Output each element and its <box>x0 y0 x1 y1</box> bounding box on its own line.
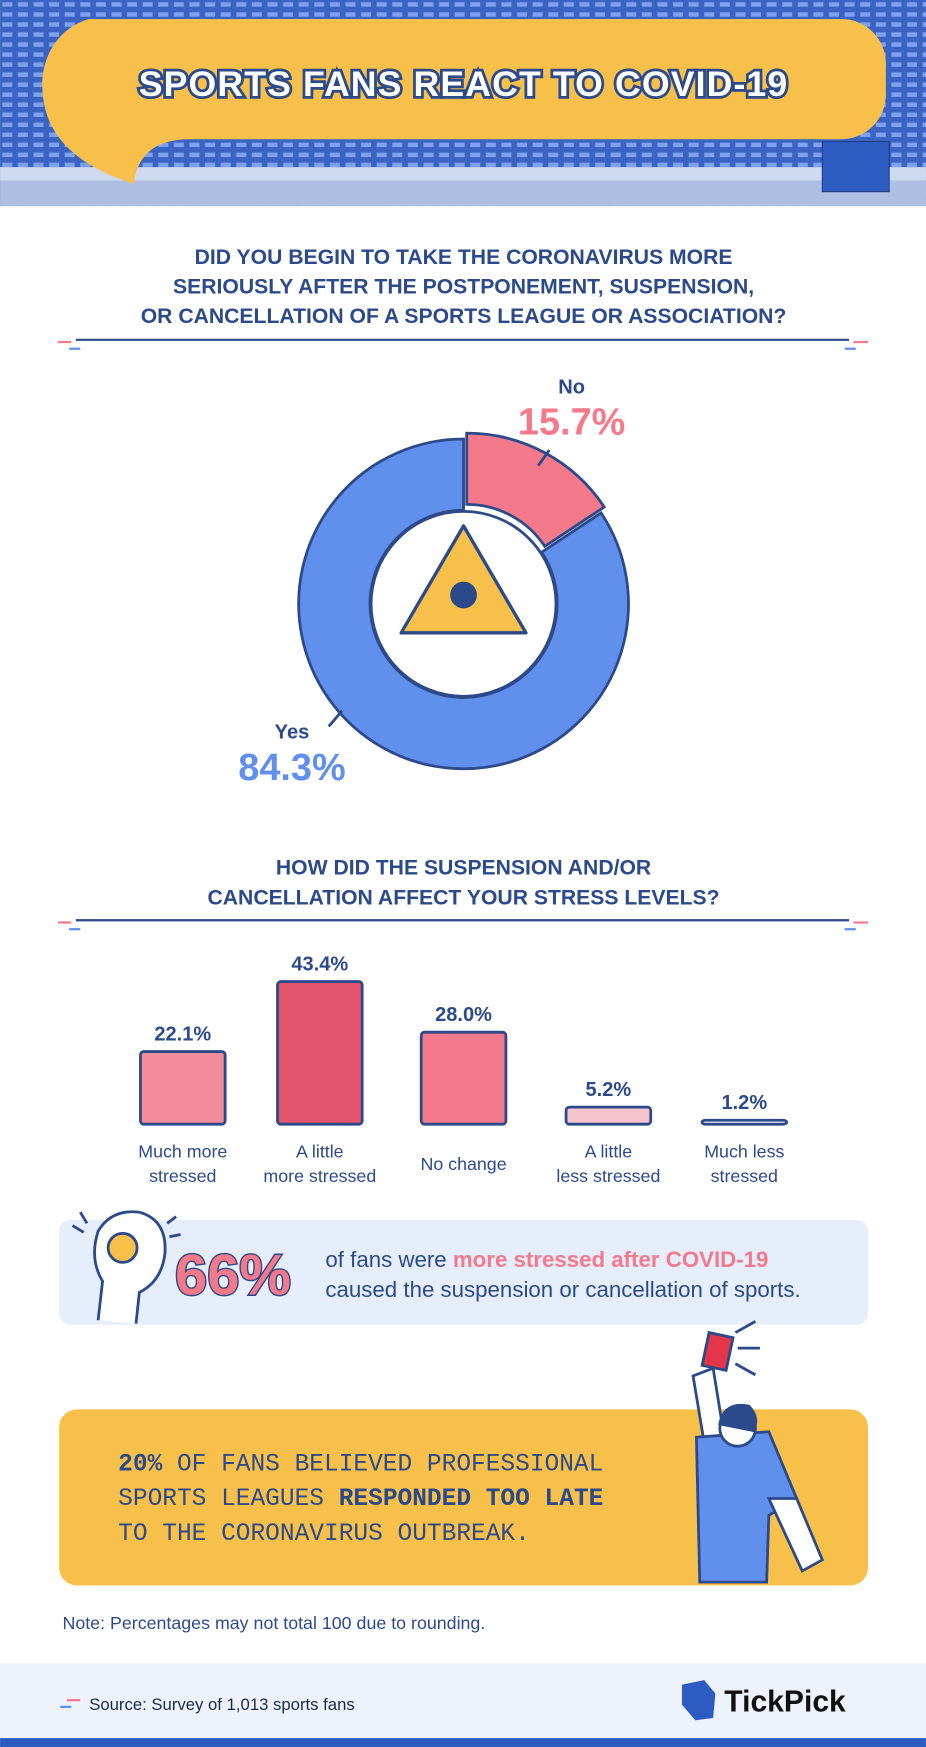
dividers <box>58 338 868 931</box>
bar-value: 43.4% <box>291 953 348 975</box>
chart-title: HOW DID THE SUSPENSION AND/OR <box>276 857 651 880</box>
bar <box>564 1105 653 1126</box>
chart-title: DID YOU BEGIN TO TAKE THE CORONAVIRUS MO… <box>195 246 733 269</box>
late-line-2a: SPORTS LEAGUES <box>118 1486 339 1513</box>
bar-value: 1.2% <box>721 1092 767 1114</box>
logo-icon <box>681 1680 716 1721</box>
late-line-1: 20% OF FANS BELIEVED PROFESSIONAL <box>118 1452 603 1479</box>
box <box>821 140 890 193</box>
leader-line <box>537 449 551 467</box>
bar <box>700 1118 789 1126</box>
late-line-2: SPORTS LEAGUES RESPONDED TOO LATE <box>118 1486 603 1513</box>
stress-text: of fans were more stressed after COVID-1… <box>325 1247 768 1272</box>
category-label: Much more <box>138 1142 227 1162</box>
note: Note: Percentages may not total 100 due … <box>62 1613 485 1633</box>
virus-icon <box>450 581 477 609</box>
rail <box>0 167 926 181</box>
source: Source: Survey of 1,013 sports fans <box>89 1695 355 1714</box>
pie-slice <box>465 431 607 549</box>
fist-icon <box>71 1210 181 1324</box>
category-label: A little <box>296 1142 344 1162</box>
category-label: A little <box>585 1142 633 1162</box>
bar-value: 22.1% <box>154 1023 211 1045</box>
stress-text-1: of fans were <box>325 1247 452 1272</box>
brand: TickPick <box>724 1685 846 1718</box>
category-label: more stressed <box>263 1166 376 1186</box>
category-label: No change <box>420 1154 506 1174</box>
category-label: less stressed <box>556 1166 660 1186</box>
warning-icon <box>399 524 528 635</box>
stress-callout-box <box>59 1220 868 1325</box>
late-callout-box <box>59 1409 868 1586</box>
category-label: stressed <box>149 1166 216 1186</box>
late-line-3: TO THE CORONAVIRUS OUTBREAK. <box>118 1521 530 1548</box>
slice-value: 84.3% <box>238 747 345 789</box>
late-text: 20% OF FANS BELIEVED PROFESSIONAL SPORTS… <box>118 1452 603 1548</box>
bar <box>276 980 364 1126</box>
stress-highlight: more stressed after COVID-19 <box>453 1247 769 1272</box>
late-line-2b: RESPONDED TOO LATE <box>339 1486 604 1513</box>
chart-title: CANCELLATION AFFECT YOUR STRESS LEVELS? <box>208 887 720 910</box>
bar-value: 5.2% <box>586 1079 632 1101</box>
footer <box>0 1663 926 1747</box>
referee <box>691 1320 825 1584</box>
field <box>0 180 926 207</box>
category-label: stressed <box>711 1166 778 1186</box>
stress-text-2: caused the suspension or cancellation of… <box>325 1277 800 1302</box>
bar-value: 28.0% <box>435 1004 492 1026</box>
late-line-1-text: OF FANS BELIEVED PROFESSIONAL <box>162 1452 603 1479</box>
bar <box>419 1030 508 1126</box>
slice-value: 15.7% <box>518 402 625 444</box>
late-figure: 20% <box>118 1452 162 1479</box>
leader-line <box>327 709 344 728</box>
header: SPORTS FANS REACT TO COVID-19 <box>0 0 926 207</box>
category-label: Much less <box>704 1142 784 1162</box>
chart-title: OR CANCELLATION OF A SPORTS LEAGUE OR AS… <box>141 305 787 328</box>
slice-label: Yes <box>275 722 310 744</box>
footer-strip <box>0 1738 926 1747</box>
banner <box>42 18 886 184</box>
slice-label: No <box>558 376 585 398</box>
stress-figure: 66% <box>175 1244 291 1308</box>
chart-title: SERIOUSLY AFTER THE POSTPONEMENT, SUSPEN… <box>173 276 754 299</box>
bar <box>139 1050 227 1126</box>
title: SPORTS FANS REACT TO COVID-19 <box>139 64 789 104</box>
